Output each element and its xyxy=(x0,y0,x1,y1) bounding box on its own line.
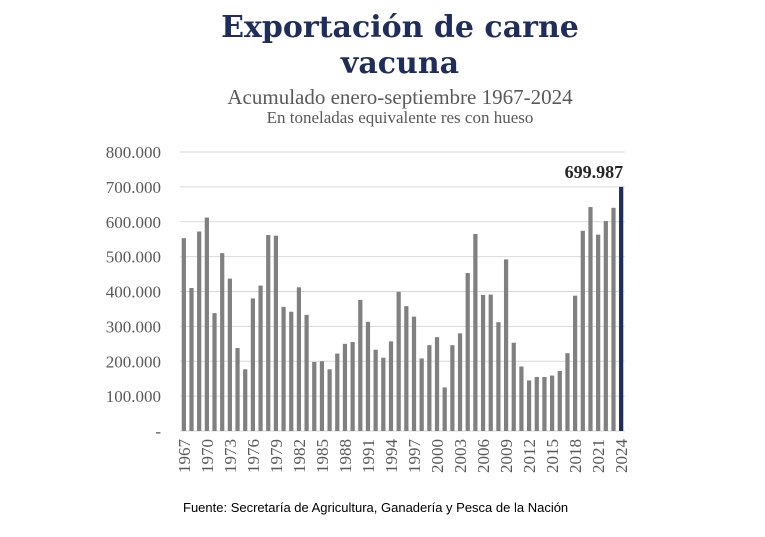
y-tick-label: 300.000 xyxy=(106,317,161,336)
bar xyxy=(427,345,432,431)
bar xyxy=(534,376,539,431)
bar xyxy=(442,387,447,431)
bar xyxy=(419,358,424,431)
bar xyxy=(212,313,217,431)
bar xyxy=(235,347,240,431)
x-tick-label: 1988 xyxy=(336,439,355,473)
chart-source: Fuente: Secretaría de Agricultura, Ganad… xyxy=(183,500,569,515)
bar xyxy=(289,311,294,431)
bar xyxy=(388,341,394,431)
bar xyxy=(511,342,516,431)
bar xyxy=(519,366,524,431)
y-tick-label: 800.000 xyxy=(106,143,161,162)
chart-title: Exportación de carne vacuna xyxy=(0,10,765,82)
bar xyxy=(220,253,225,431)
y-tick-label: - xyxy=(155,422,161,441)
x-tick-label: 2009 xyxy=(497,439,516,473)
x-tick-label: 1970 xyxy=(198,439,217,473)
bar xyxy=(266,235,271,431)
chart-subtitle: Acumulado enero-septiembre 1967-2024 xyxy=(227,85,573,109)
y-tick-label: 200.000 xyxy=(106,352,161,371)
x-tick-label: 2000 xyxy=(428,439,447,473)
bar xyxy=(312,361,317,431)
bar xyxy=(227,278,232,431)
bar xyxy=(588,207,593,431)
bar xyxy=(335,353,340,431)
x-tick-label: 1982 xyxy=(290,439,309,473)
bar xyxy=(250,298,255,431)
bar xyxy=(557,371,562,431)
bar xyxy=(373,349,378,431)
bar xyxy=(258,285,263,431)
x-tick-label: 2015 xyxy=(543,439,562,473)
bar xyxy=(181,238,186,431)
x-tick-label: 2018 xyxy=(566,439,585,473)
y-tick-label: 500.000 xyxy=(106,248,161,267)
bar xyxy=(342,343,348,431)
bar xyxy=(350,342,355,431)
bar xyxy=(204,217,209,431)
x-tick-label: 1991 xyxy=(359,439,378,473)
bar xyxy=(596,234,601,431)
bar xyxy=(381,357,386,431)
data-label: 699.987 xyxy=(565,162,624,182)
bar xyxy=(396,291,401,431)
x-tick-label: 2006 xyxy=(474,439,493,473)
x-tick-label: 2024 xyxy=(612,439,631,474)
x-tick-label: 1997 xyxy=(405,439,424,474)
bar xyxy=(296,287,302,431)
bar xyxy=(465,273,470,431)
chart-title-line-1: Exportación de carne xyxy=(221,10,579,45)
x-tick-label: 1967 xyxy=(175,439,194,474)
bar xyxy=(197,231,202,431)
bar xyxy=(319,361,325,431)
bar xyxy=(565,353,570,431)
bar xyxy=(473,233,478,431)
bar xyxy=(550,375,555,431)
x-tick-label: 2012 xyxy=(520,439,539,473)
bar xyxy=(273,235,279,431)
x-tick-label: 1994 xyxy=(382,439,401,474)
bar xyxy=(411,316,417,431)
bar xyxy=(603,221,608,431)
bar xyxy=(327,369,332,431)
x-tick-label: 1979 xyxy=(267,439,286,473)
bar-highlight xyxy=(619,186,624,431)
chart-title-line-2: vacuna xyxy=(340,46,460,81)
y-tick-label: 700.000 xyxy=(106,178,161,197)
x-tick-label: 1973 xyxy=(221,439,240,473)
bar xyxy=(526,380,532,431)
x-tick-label: 1985 xyxy=(313,439,332,473)
bar xyxy=(450,345,455,431)
bar xyxy=(304,314,309,431)
bar xyxy=(611,207,616,431)
bar xyxy=(358,299,363,431)
bar xyxy=(189,288,194,431)
bar xyxy=(496,322,501,431)
x-tick-label: 1976 xyxy=(244,439,263,473)
x-tick-label: 2003 xyxy=(451,439,470,473)
chart-unit-label: En toneladas equivalente res con hueso xyxy=(266,108,534,127)
bar xyxy=(404,306,409,431)
y-tick-label: 400.000 xyxy=(106,283,161,302)
bar xyxy=(365,321,371,431)
bar xyxy=(457,333,463,431)
y-tick-label: 600.000 xyxy=(106,213,161,232)
bar xyxy=(243,369,248,431)
bar xyxy=(542,376,547,431)
bar xyxy=(573,295,578,431)
x-tick-label: 2021 xyxy=(589,439,608,473)
bar xyxy=(434,337,440,431)
bar xyxy=(503,259,509,431)
bar xyxy=(488,294,493,431)
bar xyxy=(480,294,486,431)
bar xyxy=(580,230,585,431)
y-tick-label: 100.000 xyxy=(106,387,161,406)
bar xyxy=(281,306,286,431)
